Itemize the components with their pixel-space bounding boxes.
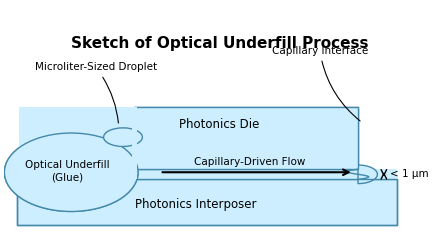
Bar	[17, 180, 397, 225]
Text: Optical Underfill
(Glue): Optical Underfill (Glue)	[25, 160, 109, 182]
Bar	[17, 169, 397, 180]
Bar	[132, 107, 137, 180]
Bar	[134, 107, 358, 169]
Bar	[17, 180, 397, 225]
Bar	[19, 108, 134, 179]
Ellipse shape	[4, 133, 138, 211]
Bar	[134, 107, 358, 169]
Text: Microliter-Sized Droplet: Microliter-Sized Droplet	[35, 62, 157, 123]
Text: Sketch of Optical Underfill Process: Sketch of Optical Underfill Process	[71, 36, 369, 51]
Circle shape	[103, 128, 143, 146]
Text: < 1 μm: < 1 μm	[390, 169, 429, 179]
Circle shape	[108, 133, 133, 145]
Bar	[19, 170, 134, 179]
Ellipse shape	[4, 133, 138, 211]
Text: Photonics Interposer: Photonics Interposer	[135, 198, 257, 211]
Text: Capillary-Driven Flow: Capillary-Driven Flow	[194, 157, 306, 167]
Circle shape	[103, 128, 143, 146]
Polygon shape	[358, 165, 378, 184]
Text: Capillary Interface: Capillary Interface	[272, 46, 368, 121]
Text: Photonics Die: Photonics Die	[179, 118, 259, 131]
